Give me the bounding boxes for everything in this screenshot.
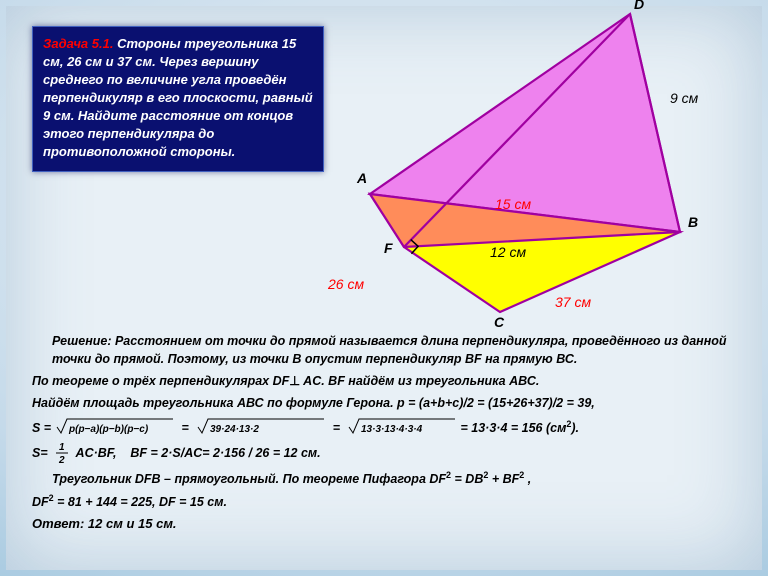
label-D: D	[634, 0, 644, 12]
edge-label-AC: 26 см	[328, 276, 364, 292]
svg-text:13·3·13·4·3·4: 13·3·13·4·3·4	[361, 424, 423, 435]
solution-line-1: Решение: Расстоянием от точки до прямой …	[52, 332, 744, 368]
svg-text:2: 2	[58, 455, 65, 465]
sqrt-formula-2: 39·24·13·2	[196, 417, 326, 437]
problem-title: Задача 5.1.	[43, 36, 117, 51]
label-C: C	[494, 314, 504, 330]
l2a: По теореме о трёх перпендикулярах DF	[32, 374, 289, 388]
l4c: ).	[571, 421, 579, 435]
label-B: B	[688, 214, 698, 230]
l4b: = 13·3·4 = 156 (см	[460, 421, 566, 435]
l6: Треугольник DFB – прямоугольный. По теор…	[52, 472, 446, 486]
perp-symbol: ⊥	[289, 374, 300, 388]
svg-text:39·24·13·2: 39·24·13·2	[210, 424, 259, 435]
half-fraction: 1 2	[55, 441, 69, 465]
l7: DF	[32, 495, 49, 509]
solution-line-7: DF2 = 81 + 144 = 225, DF = 15 см.	[32, 492, 744, 511]
edge-label-BC: 37 см	[555, 294, 591, 310]
l6d: ,	[524, 472, 531, 486]
diagram-svg	[300, 0, 760, 334]
edge-label-BF: 12 см	[490, 244, 526, 260]
solution-line-2: По теореме о трёх перпендикулярах DF⊥ AC…	[32, 372, 744, 390]
l6c: + BF	[488, 472, 519, 486]
solution-block: Решение: Расстоянием от точки до прямой …	[32, 330, 744, 538]
svg-text:p(p−a)(p−b)(p−c): p(p−a)(p−b)(p−c)	[68, 424, 149, 435]
l6b: = DB	[451, 472, 483, 486]
svg-text:1: 1	[59, 442, 65, 453]
solution-line-4: S = p(p−a)(p−b)(p−c) = 39·24·13·2 = 13·3…	[32, 417, 744, 437]
solution-line-3: Найдём площадь треугольника АВС по форму…	[32, 394, 744, 412]
label-F: F	[384, 240, 393, 256]
edge-label-DB: 9 см	[670, 90, 698, 106]
problem-box: Задача 5.1. Стороны треугольника 15 см, …	[32, 26, 324, 172]
l7b: = 81 + 144 = 225, DF = 15 см.	[54, 495, 227, 509]
geometry-diagram: A B C D F 15 см 12 см 26 см 37 см 9 см	[300, 0, 760, 324]
edge-label-AB: 15 см	[495, 196, 531, 212]
label-A: A	[357, 170, 367, 186]
sqrt-formula-3: 13·3·13·4·3·4	[347, 417, 457, 437]
problem-text: Стороны треугольника 15 см, 26 см и 37 с…	[43, 36, 313, 159]
l4a: S =	[32, 421, 55, 435]
solution-line-6: Треугольник DFB – прямоугольный. По теор…	[52, 469, 744, 488]
l2b: AC. BF найдём из треугольника АВС.	[300, 374, 539, 388]
sqrt-formula-1: p(p−a)(p−b)(p−c)	[55, 417, 175, 437]
answer-line: Ответ: 12 см и 15 см.	[32, 515, 744, 534]
solution-line-5: S= 1 2 AC·BF, BF = 2·S/AC= 2·156 / 26 = …	[32, 441, 744, 465]
